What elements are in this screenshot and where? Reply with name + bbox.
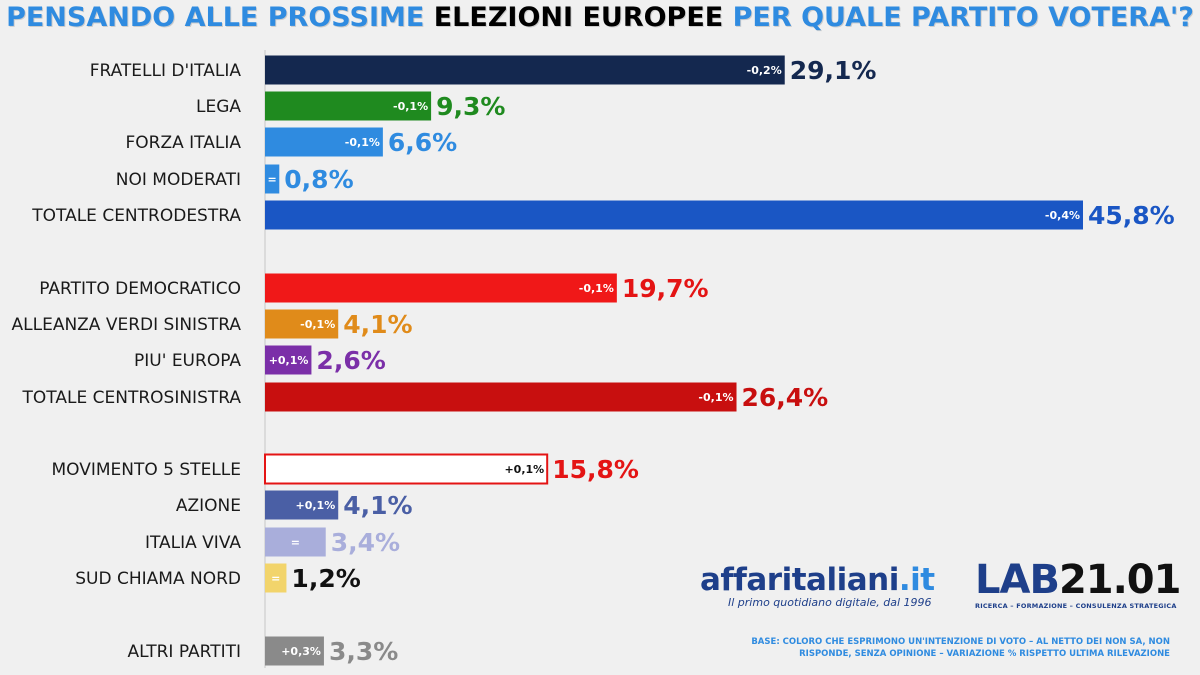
variation-label-sud-chiama-nord: = bbox=[271, 572, 280, 585]
value-label-partito-democratico: 19,7% bbox=[622, 274, 709, 303]
category-label-forza-italia: FORZA ITALIA bbox=[126, 133, 242, 153]
title-part-2: ELEZIONI EUROPEE bbox=[433, 2, 724, 33]
bar-partito-democratico bbox=[265, 273, 617, 303]
value-label-sud-chiama-nord: 1,2% bbox=[291, 564, 360, 593]
variation-label-partito-democratico: -0,1% bbox=[579, 282, 614, 295]
category-label-azione: AZIONE bbox=[176, 496, 241, 516]
category-label-totale-centrodestra: TOTALE CENTRODESTRA bbox=[31, 206, 241, 226]
bar-alleanza-verdi-sinistra bbox=[265, 309, 339, 339]
title-part-3: PER QUALE PARTITO VOTERA'? bbox=[732, 2, 1194, 33]
logo-name-suffix: .it bbox=[898, 562, 935, 598]
variation-label-italia-viva: = bbox=[291, 536, 300, 549]
category-label-partito-democratico: PARTITO DEMOCRATICO bbox=[39, 279, 241, 299]
category-label-movimento-5-stelle: MOVIMENTO 5 STELLE bbox=[51, 460, 241, 480]
bar-fratelli-d-italia bbox=[265, 55, 785, 85]
lab-prefix: LAB bbox=[975, 557, 1060, 603]
variation-label-piu-europa: +0,1% bbox=[269, 354, 309, 367]
bar-azione bbox=[265, 490, 339, 520]
value-label-fratelli-d-italia: 29,1% bbox=[790, 56, 877, 85]
variation-label-fratelli-d-italia: -0,2% bbox=[747, 64, 782, 77]
bar-noi-moderati bbox=[265, 164, 280, 194]
bar-lega bbox=[265, 91, 432, 121]
lab-name: LAB21.01 bbox=[975, 557, 1182, 603]
variation-label-alleanza-verdi-sinistra: -0,1% bbox=[300, 318, 335, 331]
logo-name-main: affaritaliani bbox=[700, 562, 899, 598]
lab2101-logo: LAB21.01 RICERCA – FORMAZIONE – CONSULEN… bbox=[975, 557, 1182, 610]
bar-sud-chiama-nord bbox=[265, 563, 287, 593]
variation-label-totale-centrodestra: -0,4% bbox=[1045, 209, 1080, 222]
base-note: BASE: COLORO CHE ESPRIMONO UN'INTENZIONE… bbox=[751, 637, 1170, 659]
category-label-italia-viva: ITALIA VIVA bbox=[145, 533, 241, 553]
value-label-forza-italia: 6,6% bbox=[388, 128, 457, 157]
bar-movimento-5-stelle bbox=[264, 453, 549, 485]
value-label-totale-centrodestra: 45,8% bbox=[1088, 201, 1175, 230]
bar-piu-europa bbox=[265, 345, 312, 375]
value-label-piu-europa: 2,6% bbox=[316, 346, 385, 375]
bar-totale-centrodestra bbox=[265, 200, 1083, 230]
bar-italia-viva bbox=[265, 527, 326, 557]
category-label-fratelli-d-italia: FRATELLI D'ITALIA bbox=[90, 61, 242, 81]
title-part-1: PENSANDO ALLE PROSSIME bbox=[6, 2, 425, 33]
variation-label-movimento-5-stelle: +0,1% bbox=[504, 463, 544, 476]
value-label-movimento-5-stelle: 15,8% bbox=[552, 455, 639, 484]
value-label-italia-viva: 3,4% bbox=[331, 528, 400, 557]
bar-forza-italia bbox=[265, 127, 383, 157]
variation-label-noi-moderati: = bbox=[268, 173, 277, 186]
logo-tagline: Il primo quotidiano digitale, dal 1996 bbox=[728, 596, 932, 609]
category-label-sud-chiama-nord: SUD CHIAMA NORD bbox=[75, 569, 241, 589]
variation-label-forza-italia: -0,1% bbox=[345, 136, 380, 149]
affaritaliani-logo: affaritaliani.it Il primo quotidiano dig… bbox=[700, 562, 935, 609]
value-label-azione: 4,1% bbox=[343, 491, 412, 520]
category-label-piu-europa: PIU' EUROPA bbox=[134, 351, 241, 371]
value-label-lega: 9,3% bbox=[436, 92, 505, 121]
value-label-alleanza-verdi-sinistra: 4,1% bbox=[343, 310, 412, 339]
category-label-totale-centrosinistra: TOTALE CENTROSINISTRA bbox=[22, 388, 242, 408]
variation-label-altri-partiti: +0,3% bbox=[281, 645, 321, 658]
lab-number: 21.01 bbox=[1058, 557, 1182, 603]
logo-name: affaritaliani.it bbox=[700, 562, 935, 598]
category-label-altri-partiti: ALTRI PARTITI bbox=[127, 642, 241, 662]
variation-label-lega: -0,1% bbox=[393, 100, 428, 113]
bar-totale-centrosinistra bbox=[265, 382, 737, 412]
value-label-noi-moderati: 0,8% bbox=[284, 165, 353, 194]
value-label-altri-partiti: 3,3% bbox=[329, 637, 398, 666]
category-label-lega: LEGA bbox=[196, 97, 241, 117]
category-label-alleanza-verdi-sinistra: ALLEANZA VERDI SINISTRA bbox=[12, 315, 242, 335]
variation-label-totale-centrosinistra: -0,1% bbox=[698, 391, 733, 404]
chart-title: PENSANDO ALLE PROSSIME ELEZIONI EUROPEE … bbox=[0, 2, 1200, 33]
value-label-totale-centrosinistra: 26,4% bbox=[742, 383, 829, 412]
variation-label-azione: +0,1% bbox=[295, 499, 335, 512]
lab-tagline: RICERCA – FORMAZIONE – CONSULENZA STRATE… bbox=[975, 602, 1177, 610]
bar-altri-partiti bbox=[265, 636, 324, 666]
category-label-noi-moderati: NOI MODERATI bbox=[116, 170, 241, 190]
